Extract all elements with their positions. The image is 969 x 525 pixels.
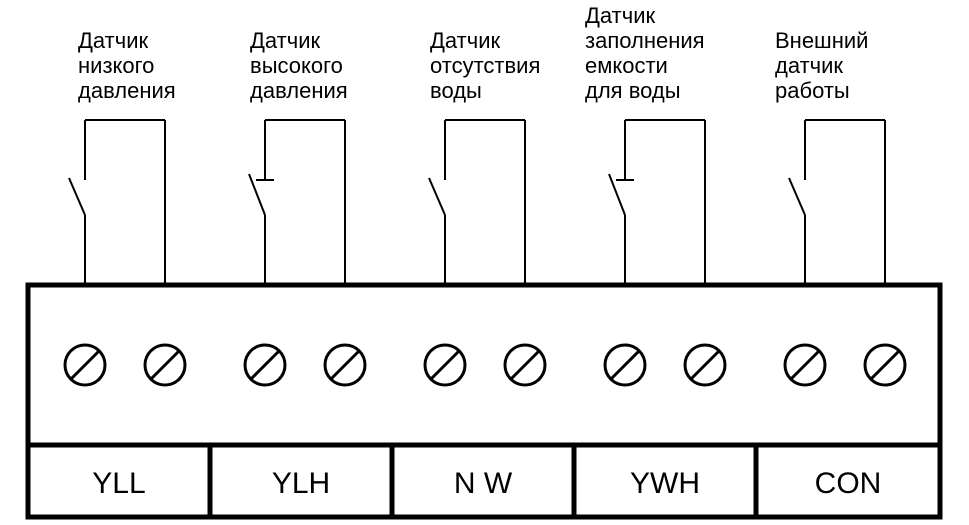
terminal-label: YLH <box>272 467 330 500</box>
sensor-high-pressure: Датчиквысокогодавления <box>249 28 348 285</box>
screw-terminal <box>145 345 185 385</box>
sensor-low-pressure: Датчикнизкогодавления <box>69 28 176 285</box>
sensor-label-line: Внешний <box>775 28 868 53</box>
screw-terminal <box>505 345 545 385</box>
sensor-no-water: Датчикотсутствияводы <box>429 28 540 285</box>
screw-terminal <box>65 345 105 385</box>
switch-arm-no <box>429 178 445 215</box>
screw-terminal <box>605 345 645 385</box>
terminal-label: YLL <box>92 467 145 500</box>
sensor-external-run: Внешнийдатчикработы <box>775 28 885 285</box>
sensor-tank-fill: Датчикзаполненияемкостидля воды <box>585 3 705 285</box>
sensor-label-line: датчик <box>775 53 843 78</box>
switch-arm-no <box>789 178 805 215</box>
sensor-label-line: заполнения <box>585 28 705 53</box>
sensor-label-line: высокого <box>250 53 343 78</box>
switch-arm-no <box>69 178 85 215</box>
sensor-label-line: отсутствия <box>430 53 540 78</box>
sensor-label-line: работы <box>775 78 850 103</box>
sensor-label-line: воды <box>430 78 482 103</box>
screw-terminal <box>325 345 365 385</box>
sensor-label-line: Датчик <box>430 28 500 53</box>
screw-terminal <box>425 345 465 385</box>
sensor-label-line: Датчик <box>250 28 320 53</box>
screw-terminal <box>685 345 725 385</box>
terminal-label: CON <box>815 467 882 500</box>
sensor-label-line: Датчик <box>78 28 148 53</box>
terminal-label: N W <box>454 467 513 500</box>
sensor-label-line: Датчик <box>585 3 655 28</box>
screw-terminal <box>245 345 285 385</box>
sensor-label-line: для воды <box>585 78 681 103</box>
sensor-label-line: емкости <box>585 53 668 78</box>
terminal-label: YWH <box>630 467 700 500</box>
sensor-label-line: давления <box>78 78 176 103</box>
screw-terminal <box>785 345 825 385</box>
screw-terminal <box>865 345 905 385</box>
sensor-label-line: низкого <box>78 53 154 78</box>
sensor-label-line: давления <box>250 78 348 103</box>
